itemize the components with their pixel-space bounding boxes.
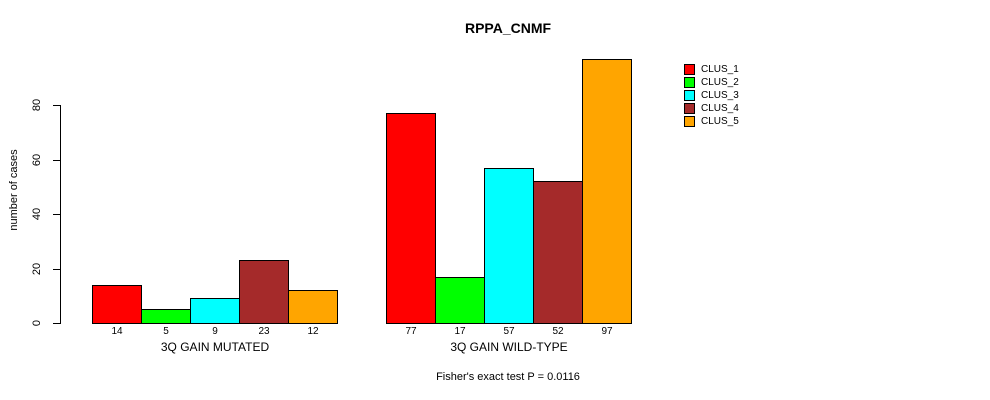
legend-label: CLUS_3 [701,90,739,101]
bar-value-label: 17 [454,326,466,337]
bar-value-label: 97 [601,326,613,337]
bar-clus_5-wild-type [582,59,632,324]
bar-value-label: 5 [163,326,169,337]
legend-label: CLUS_2 [701,77,739,88]
legend-item: CLUS_1 [684,63,739,76]
legend-item: CLUS_2 [684,76,739,89]
y-axis-line [60,105,61,324]
bar-value-label: 9 [212,326,218,337]
category-label: 3Q GAIN WILD-TYPE [450,340,568,354]
bar-clus_3-mutated [190,298,240,324]
y-axis-tick-label: 0 [31,319,43,327]
y-axis-tick [53,159,60,161]
y-axis-tick-label: 60 [31,153,43,166]
category-label: 3Q GAIN MUTATED [160,340,270,354]
legend-swatch-clus_4 [684,103,695,114]
legend-swatch-clus_2 [684,77,695,88]
legend-swatch-clus_5 [684,116,695,127]
legend-swatch-clus_1 [684,64,695,75]
bar-clus_1-wild-type [386,113,436,324]
bar-value-label: 77 [405,326,417,337]
chart-title: RPPA_CNMF [464,20,552,36]
y-axis-tick [53,323,60,324]
bar-value-label: 14 [111,326,123,337]
bar-value-label: 23 [258,326,270,337]
bar-clus_2-mutated [141,309,191,324]
bar-clus_5-mutated [288,290,338,324]
legend-label: CLUS_1 [701,64,739,75]
y-axis-tick [53,268,60,270]
bar-clus_4-mutated [239,260,289,324]
legend-item: CLUS_5 [684,115,739,128]
legend: CLUS_1 CLUS_2 CLUS_3 CLUS_4 CLUS_5 [684,63,739,128]
y-axis-tick-label: 80 [31,98,43,112]
legend-label: CLUS_5 [701,116,739,127]
bar-value-label: 57 [503,326,515,337]
y-axis-tick-label: 40 [31,207,43,221]
legend-swatch-clus_3 [684,90,695,101]
y-axis-tick [53,105,60,106]
y-axis-label: number of cases [8,149,20,231]
y-axis-tick [53,214,60,215]
y-axis-tick-label: 20 [31,262,43,275]
bar-clus_3-wild-type [484,168,534,324]
bar-clus_2-wild-type [435,277,485,324]
legend-item: CLUS_3 [684,89,739,102]
bar-value-label: 12 [307,326,319,337]
bar-value-label: 52 [552,326,564,337]
legend-item: CLUS_4 [684,102,739,115]
fisher-exact-test-annotation: Fisher's exact test P = 0.0116 [436,371,580,383]
bar-clus_4-wild-type [533,181,583,324]
legend-label: CLUS_4 [701,103,739,114]
bar-clus_1-mutated [92,285,142,324]
